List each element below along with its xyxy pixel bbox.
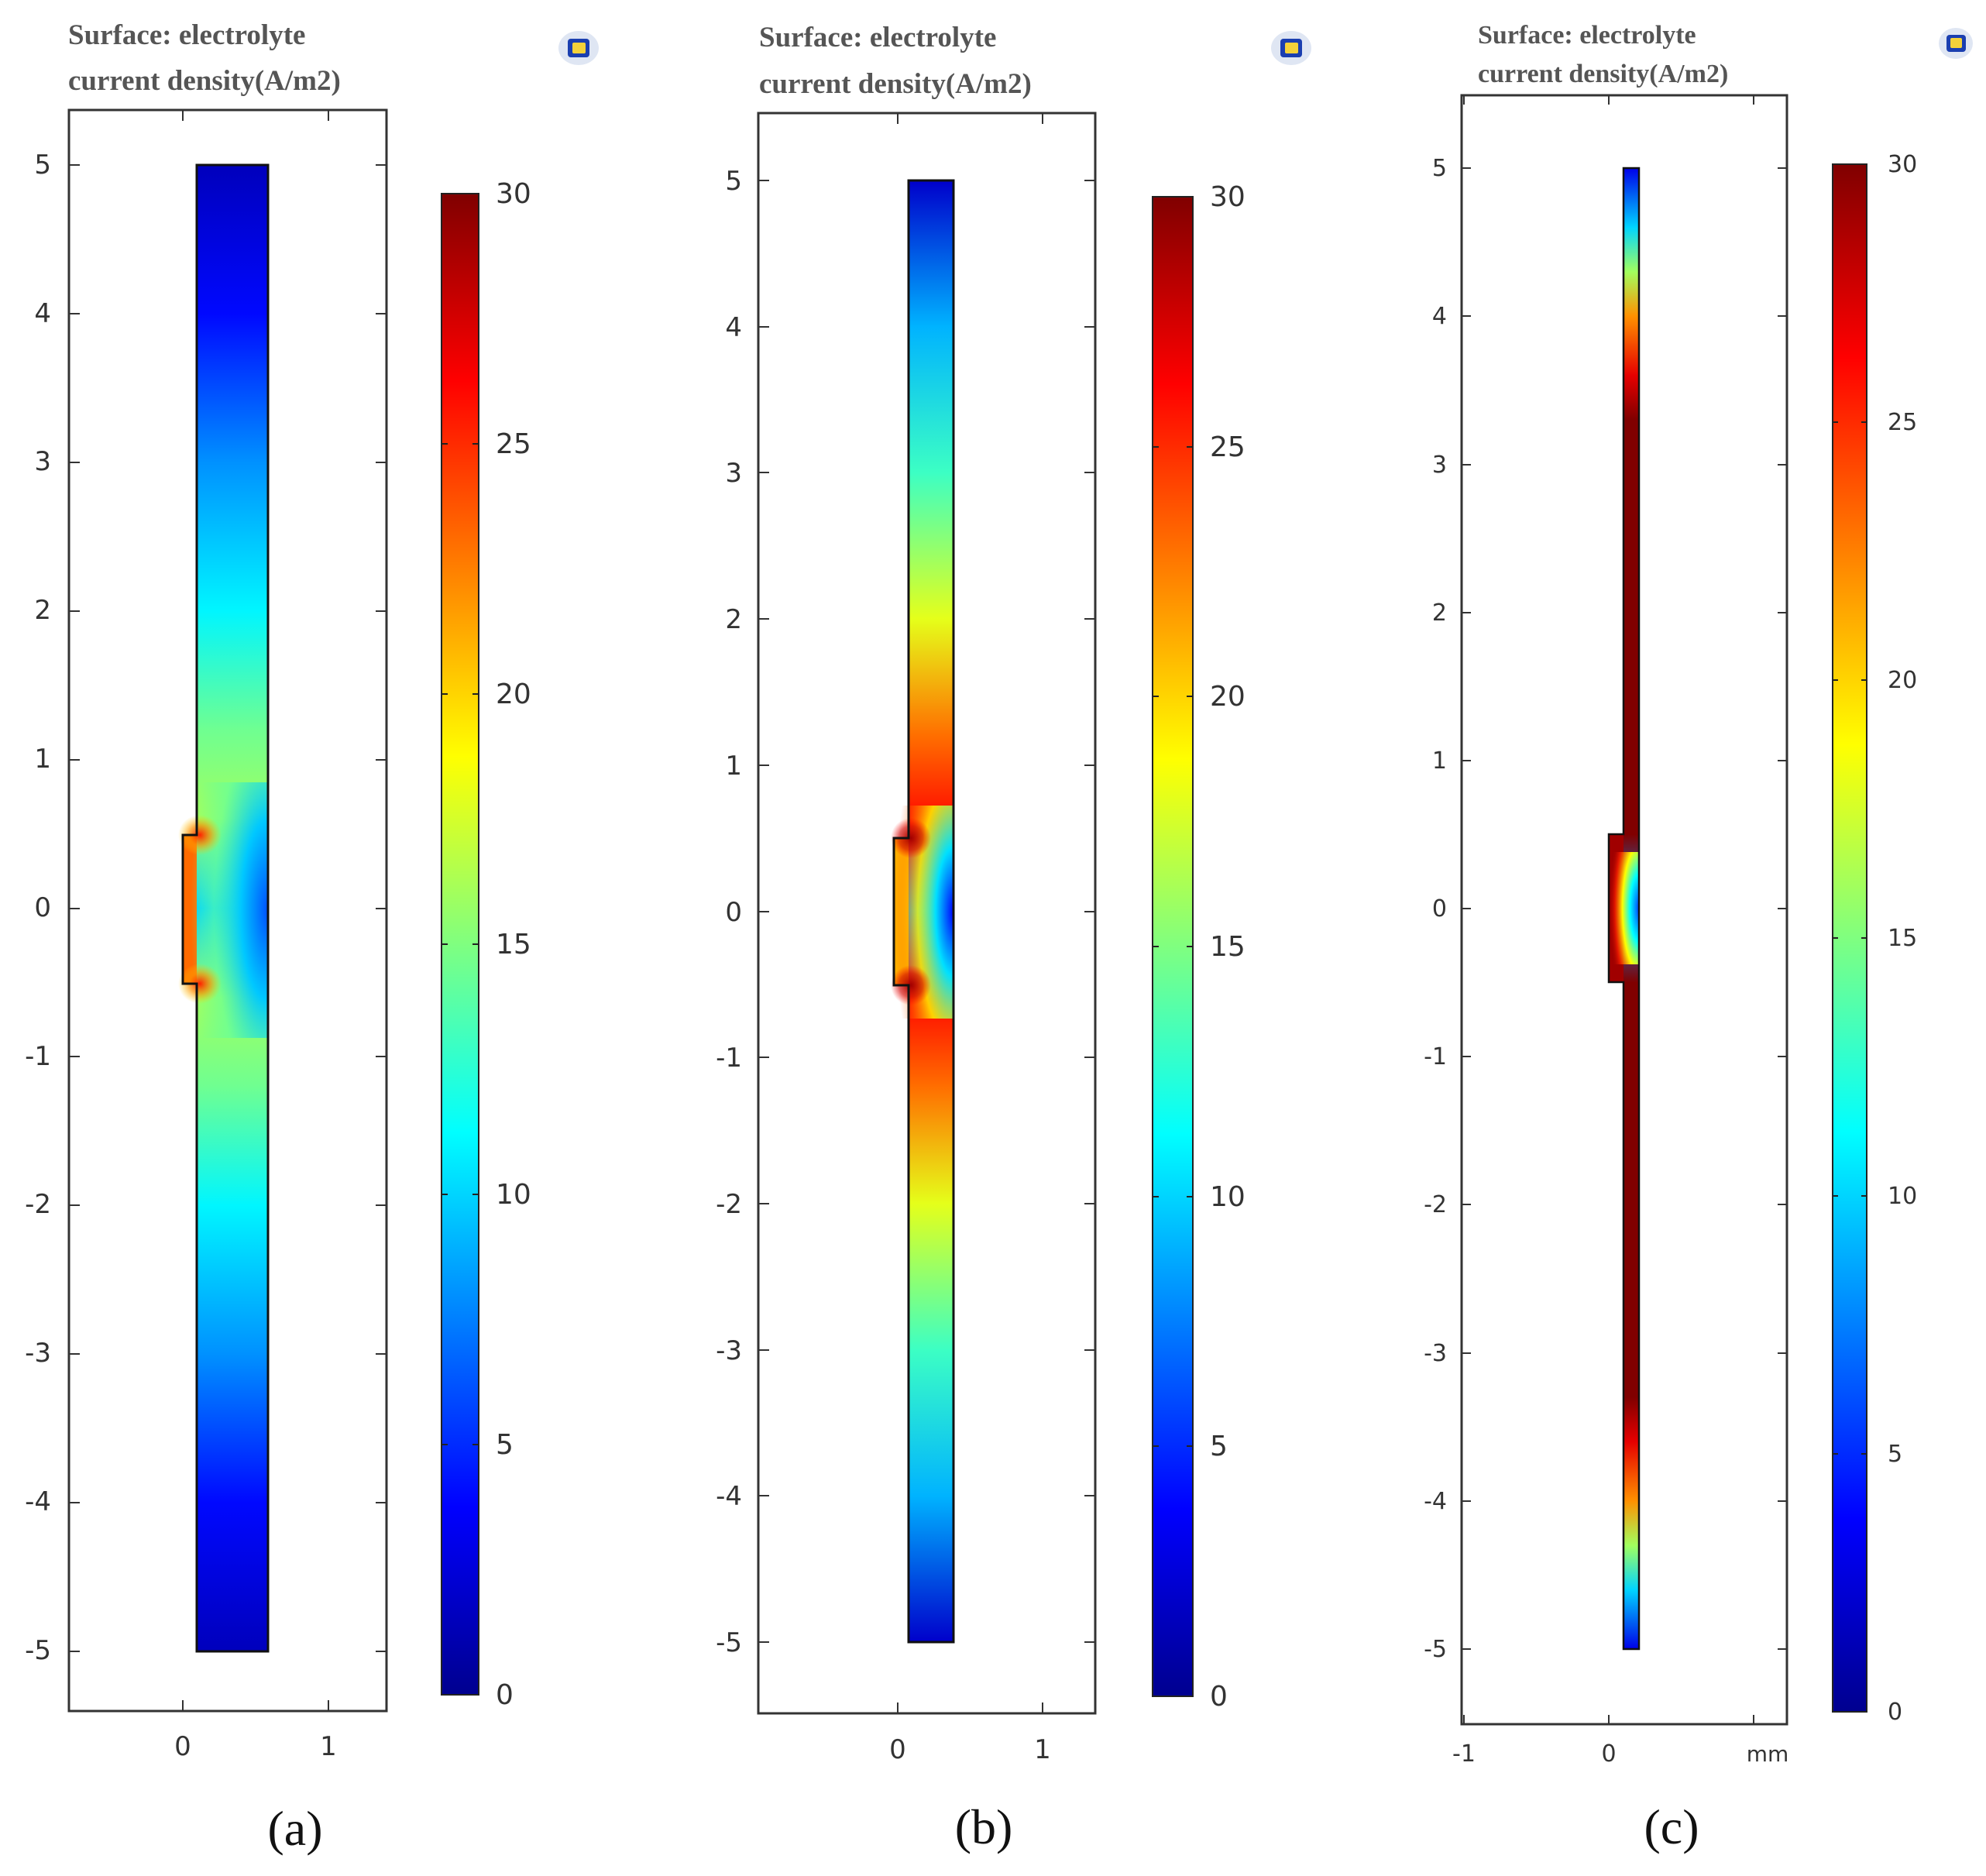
y-tick-label: 3 (725, 458, 742, 489)
colorbar-tick-label: 10 (1210, 1181, 1246, 1213)
y-tick-label: -4 (25, 1486, 51, 1517)
y-tick-label: 4 (1432, 303, 1447, 330)
y-axis: 5 4 3 2 1 0 -1 -2 -3 -4 -5 (1424, 95, 1787, 1724)
panel-caption: (b) (955, 1799, 1013, 1854)
colorbar-tick-label: 20 (1888, 667, 1917, 694)
heatmap-domain (891, 179, 955, 1644)
panel-c-title-line1: Surface: electrolyte (1478, 21, 1696, 50)
y-tick-label: -5 (1424, 1636, 1447, 1663)
y-tick-label: -5 (716, 1627, 742, 1658)
y-tick-label: 5 (34, 149, 51, 180)
y-tick-label: -5 (25, 1635, 51, 1666)
y-tick-label: 0 (725, 897, 742, 928)
y-tick-label: -4 (1424, 1488, 1447, 1515)
y-tick-label: 4 (34, 298, 51, 329)
panel-c: Surface: electrolyte current density(A/m… (1424, 21, 1973, 1854)
panel-caption: (a) (267, 1801, 322, 1856)
y-tick-label: -3 (1424, 1340, 1447, 1367)
colorbar-tick-label: 20 (1210, 681, 1246, 713)
x-tick-label: 1 (320, 1731, 337, 1762)
y-tick-label: -3 (716, 1335, 742, 1366)
panel-c-title-line2: current density(A/m2) (1478, 60, 1728, 88)
y-tick-label: 1 (1432, 747, 1447, 775)
colorbar-tick-label: 0 (1888, 1699, 1902, 1726)
y-tick-label: 2 (725, 604, 742, 635)
y-axis: 5 4 3 2 1 0 -1 -2 -3 -4 -5 (25, 110, 387, 1711)
x-axis: 0 1 (174, 1731, 337, 1762)
panel-a: Surface: electrolyte current density(A/m… (25, 19, 599, 1856)
colorbar-tick-label: 10 (1888, 1183, 1917, 1210)
y-tick-label: 0 (34, 892, 51, 923)
x-unit-label: mm (1747, 1741, 1789, 1767)
colorbar-tick-label: 30 (1210, 181, 1246, 213)
colorbar-gradient (1152, 196, 1194, 1697)
colorbar-tick-label: 30 (1888, 151, 1917, 178)
y-tick-label: 2 (34, 595, 51, 626)
colorbar-tick-label: 5 (496, 1429, 514, 1461)
x-tick-label: 0 (1601, 1740, 1616, 1768)
panel-b-title-line1: Surface: electrolyte (759, 22, 996, 53)
colorbar-gradient (1832, 163, 1867, 1713)
colorbar-tick-label: 15 (1210, 931, 1246, 963)
colorbar-tick-label: 20 (496, 679, 531, 710)
colorbar-tick-label: 25 (1210, 431, 1246, 463)
colorbar: 30 25 20 15 10 5 0 (1832, 151, 1917, 1726)
y-tick-label: 2 (1432, 600, 1447, 627)
colorbar-tick-label: 0 (1210, 1681, 1228, 1713)
x-tick-label: 0 (174, 1731, 191, 1762)
colorbar: 30 25 20 15 10 5 0 (441, 178, 531, 1711)
y-tick-label: -2 (1424, 1191, 1447, 1218)
comsol-logo-icon (1939, 28, 1973, 59)
y-tick-label: 5 (725, 166, 742, 197)
y-tick-label: 0 (1432, 895, 1447, 923)
x-tick-label: 0 (889, 1734, 906, 1765)
heatmap-domain (1607, 167, 1641, 1651)
colorbar: 30 25 20 15 10 5 0 (1152, 181, 1246, 1713)
plot-frame (67, 108, 388, 1713)
y-tick-label: 5 (1432, 155, 1447, 182)
colorbar-tick-label: 25 (1888, 409, 1917, 436)
panel-a-title-line2: current density(A/m2) (68, 65, 341, 97)
y-tick-label: 1 (34, 744, 51, 775)
comsol-logo-icon (1271, 31, 1311, 65)
y-axis: 5 4 3 2 1 0 -1 -2 -3 -4 -5 (716, 113, 1095, 1713)
x-tick-label: 1 (1034, 1734, 1051, 1765)
y-tick-label: -2 (716, 1189, 742, 1220)
y-tick-label: -2 (25, 1189, 51, 1220)
panel-a-title-line1: Surface: electrolyte (68, 19, 305, 51)
y-tick-label: 4 (725, 312, 742, 343)
x-tick-label: -1 (1452, 1740, 1476, 1768)
colorbar-tick-label: 10 (496, 1179, 531, 1211)
y-tick-label: -4 (716, 1481, 742, 1512)
plot-frame (757, 112, 1097, 1715)
heatmap-domain (178, 163, 270, 1653)
y-tick-label: 3 (1432, 452, 1447, 479)
colorbar-tick-label: 0 (496, 1679, 514, 1711)
panel-caption: (c) (1644, 1799, 1699, 1854)
comsol-logo-icon (558, 31, 599, 65)
colorbar-tick-label: 15 (496, 929, 531, 960)
y-tick-label: -1 (1424, 1043, 1447, 1070)
colorbar-tick-label: 30 (496, 178, 531, 210)
plot-frame (1460, 94, 1788, 1726)
y-tick-label: 1 (725, 751, 742, 782)
colorbar-tick-label: 5 (1210, 1431, 1228, 1462)
colorbar-tick-label: 15 (1888, 925, 1917, 952)
colorbar-tick-label: 5 (1888, 1441, 1902, 1468)
x-axis: 0 1 (889, 1734, 1051, 1765)
colorbar-tick-label: 25 (496, 428, 531, 460)
panel-b-title-line2: current density(A/m2) (759, 68, 1032, 100)
y-tick-label: -1 (25, 1041, 51, 1072)
y-tick-label: -1 (716, 1043, 742, 1074)
y-tick-label: 3 (34, 446, 51, 477)
y-tick-label: -3 (25, 1338, 51, 1369)
x-axis: -1 0 mm (1452, 1740, 1788, 1768)
panel-b: Surface: electrolyte current density(A/m… (716, 22, 1311, 1854)
